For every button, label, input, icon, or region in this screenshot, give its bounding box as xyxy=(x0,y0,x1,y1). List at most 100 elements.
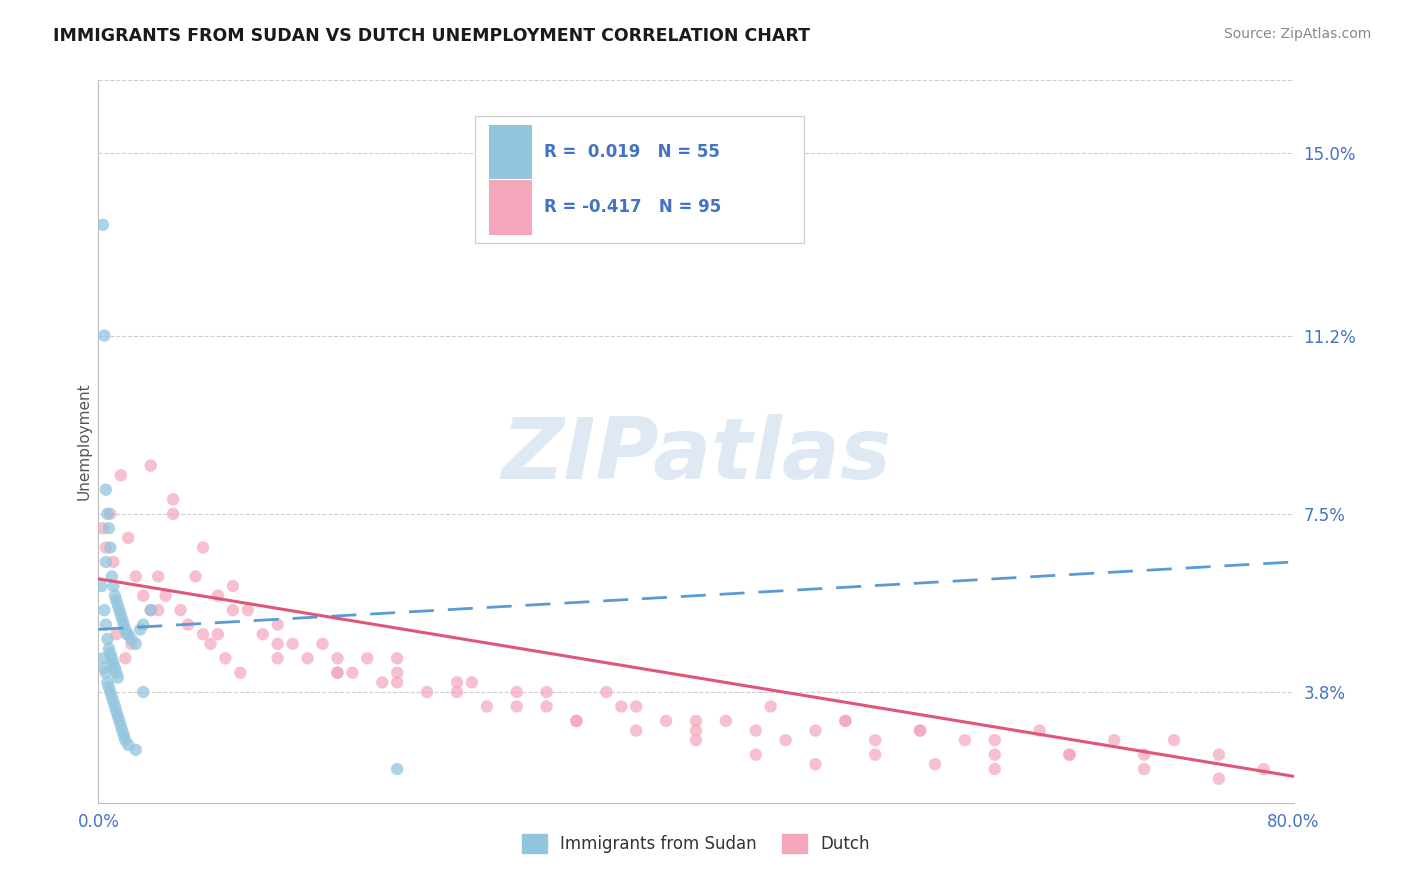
Point xyxy=(115,627,138,641)
Point xyxy=(342,665,364,680)
Point xyxy=(114,733,136,747)
Point xyxy=(236,603,259,617)
Point xyxy=(162,507,184,521)
Point xyxy=(655,714,678,728)
Point xyxy=(267,651,290,665)
Point xyxy=(162,492,184,507)
Point xyxy=(222,579,245,593)
Point xyxy=(97,521,120,535)
Point xyxy=(104,661,127,675)
Point xyxy=(105,704,128,718)
Point xyxy=(565,714,588,728)
Point xyxy=(125,637,148,651)
Y-axis label: Unemployment: Unemployment xyxy=(76,383,91,500)
Point xyxy=(105,665,128,680)
Point xyxy=(1133,747,1156,762)
Point xyxy=(191,541,214,555)
Point xyxy=(984,762,1007,776)
Point xyxy=(207,627,229,641)
Point xyxy=(252,627,274,641)
Point xyxy=(129,623,152,637)
Point xyxy=(93,328,115,343)
Point xyxy=(834,714,856,728)
Point xyxy=(297,651,319,665)
Point xyxy=(169,603,191,617)
Point xyxy=(105,627,128,641)
Point xyxy=(953,733,976,747)
Point xyxy=(595,685,617,699)
Point xyxy=(101,651,124,665)
Point xyxy=(267,637,290,651)
Point xyxy=(103,656,125,670)
Point xyxy=(759,699,782,714)
Point xyxy=(214,651,236,665)
Point xyxy=(222,603,245,617)
Point xyxy=(908,723,931,738)
Point xyxy=(536,699,558,714)
Point xyxy=(626,723,648,738)
Point xyxy=(1028,723,1050,738)
FancyBboxPatch shape xyxy=(475,117,804,243)
Point xyxy=(775,733,797,747)
Point xyxy=(311,637,333,651)
Point xyxy=(1059,747,1081,762)
Point xyxy=(98,507,122,521)
Point xyxy=(685,723,707,738)
FancyBboxPatch shape xyxy=(489,125,533,179)
Point xyxy=(110,607,132,622)
Point xyxy=(96,507,118,521)
Point xyxy=(98,647,122,661)
Point xyxy=(536,685,558,699)
Point xyxy=(446,685,468,699)
Point xyxy=(120,637,142,651)
Point xyxy=(685,714,707,728)
Point xyxy=(101,690,124,704)
Point xyxy=(908,723,931,738)
Point xyxy=(104,589,127,603)
Point xyxy=(1059,747,1081,762)
Point xyxy=(865,733,887,747)
Point xyxy=(326,651,349,665)
Point xyxy=(94,483,117,497)
Point xyxy=(105,593,128,607)
Point xyxy=(117,627,139,641)
Point xyxy=(117,531,139,545)
Point xyxy=(177,617,200,632)
Point xyxy=(114,651,136,665)
Point xyxy=(107,709,129,723)
Point xyxy=(565,714,588,728)
Text: ZIPatlas: ZIPatlas xyxy=(501,415,891,498)
Point xyxy=(371,675,394,690)
Point xyxy=(112,728,135,742)
Point xyxy=(326,665,349,680)
Point xyxy=(385,651,409,665)
Point xyxy=(114,623,136,637)
Point xyxy=(610,699,633,714)
Point xyxy=(984,747,1007,762)
Point xyxy=(385,762,409,776)
Text: Source: ZipAtlas.com: Source: ZipAtlas.com xyxy=(1223,27,1371,41)
Point xyxy=(125,569,148,583)
Point xyxy=(132,685,155,699)
Point xyxy=(108,714,131,728)
Point xyxy=(267,617,290,632)
Point xyxy=(120,632,142,646)
FancyBboxPatch shape xyxy=(489,180,533,235)
Point xyxy=(1253,762,1275,776)
Point xyxy=(475,699,498,714)
Point xyxy=(804,723,827,738)
Point xyxy=(111,613,134,627)
Point xyxy=(90,579,112,593)
Point xyxy=(834,714,856,728)
Point xyxy=(91,651,114,665)
Point xyxy=(506,699,529,714)
Point xyxy=(924,757,946,772)
Text: R = -0.417   N = 95: R = -0.417 N = 95 xyxy=(544,198,721,217)
Point xyxy=(97,641,120,656)
Point xyxy=(745,747,768,762)
Point xyxy=(139,458,162,473)
Point xyxy=(101,569,124,583)
Point xyxy=(110,468,132,483)
Point xyxy=(110,719,132,733)
Point xyxy=(103,695,125,709)
